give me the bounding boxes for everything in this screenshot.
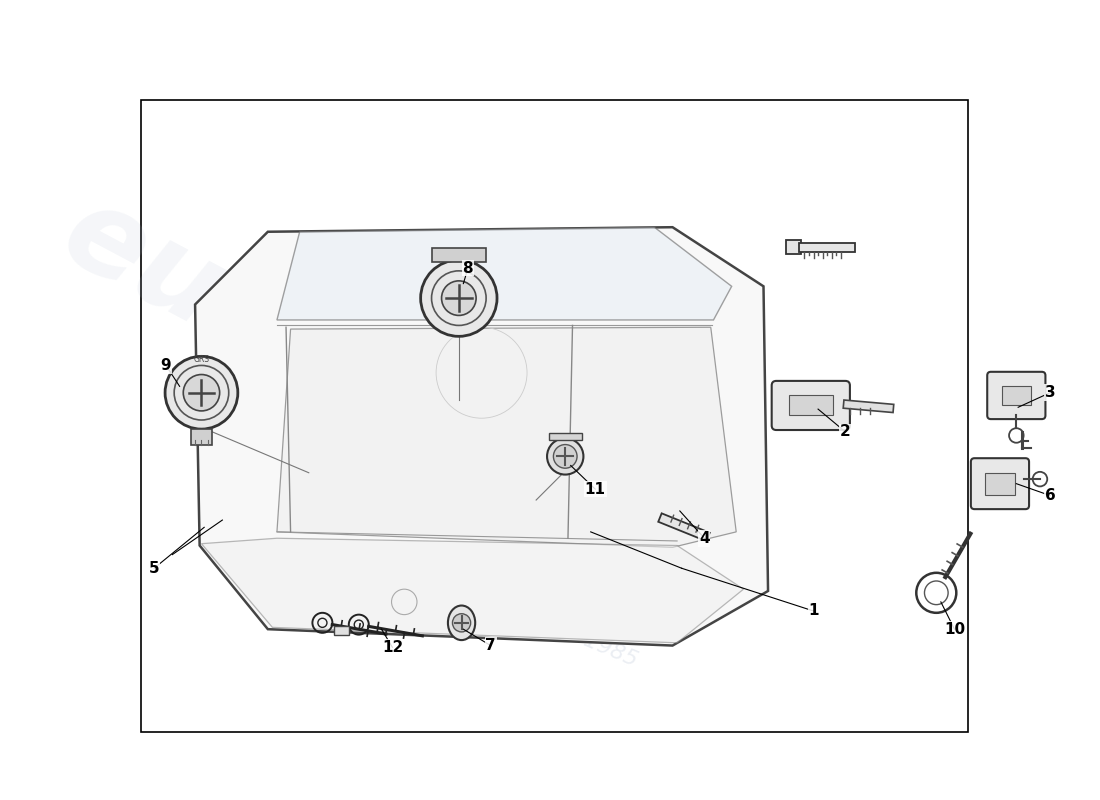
Bar <box>986 473 1014 494</box>
Text: 10: 10 <box>944 622 965 637</box>
FancyBboxPatch shape <box>971 458 1030 509</box>
Bar <box>334 626 349 634</box>
Text: 9: 9 <box>161 358 172 373</box>
Circle shape <box>452 614 471 632</box>
Text: 11: 11 <box>585 482 606 497</box>
Polygon shape <box>658 514 710 541</box>
FancyBboxPatch shape <box>987 372 1045 419</box>
Bar <box>786 240 801 254</box>
Text: 1: 1 <box>808 603 818 618</box>
Text: 3: 3 <box>1045 386 1055 400</box>
Text: 5: 5 <box>148 561 159 576</box>
Polygon shape <box>277 327 736 547</box>
Polygon shape <box>195 227 768 646</box>
Polygon shape <box>844 400 894 413</box>
Polygon shape <box>201 538 744 643</box>
Circle shape <box>441 281 476 315</box>
Circle shape <box>547 438 583 474</box>
Bar <box>190 429 212 446</box>
Bar <box>1002 386 1031 405</box>
FancyBboxPatch shape <box>772 381 850 430</box>
Text: eurospares: eurospares <box>43 174 756 626</box>
Circle shape <box>553 445 578 468</box>
Bar <box>789 395 833 415</box>
Circle shape <box>420 260 497 336</box>
Ellipse shape <box>448 606 475 640</box>
Text: 6: 6 <box>1045 488 1055 503</box>
Circle shape <box>184 374 220 411</box>
Text: 8: 8 <box>463 261 473 276</box>
Bar <box>549 433 582 440</box>
Text: GRS: GRS <box>194 354 209 364</box>
Text: 12: 12 <box>382 640 403 655</box>
Text: 4: 4 <box>700 530 710 546</box>
Polygon shape <box>277 227 732 320</box>
Bar <box>141 100 968 732</box>
Text: a passion for parts since 1985: a passion for parts since 1985 <box>322 521 640 670</box>
Text: 7: 7 <box>485 638 496 653</box>
Bar <box>799 242 856 252</box>
Circle shape <box>165 356 238 429</box>
Text: 2: 2 <box>840 424 850 439</box>
Bar <box>431 248 486 262</box>
